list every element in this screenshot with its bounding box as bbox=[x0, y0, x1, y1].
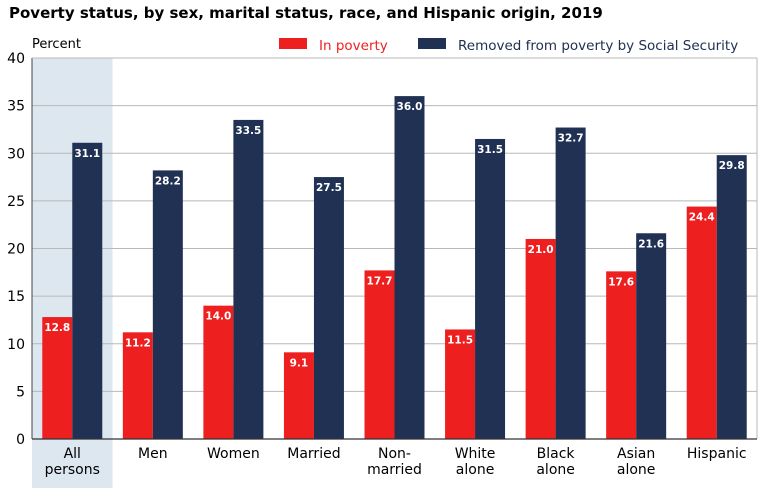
x-category-label: Non-married bbox=[367, 446, 422, 478]
bar-removed-from-poverty bbox=[555, 127, 586, 439]
y-tick-label: 35 bbox=[7, 99, 25, 115]
data-label: 31.1 bbox=[74, 148, 100, 160]
x-category-label: Asian alone bbox=[617, 446, 656, 478]
bar-in-poverty bbox=[686, 206, 717, 439]
y-tick-label: 25 bbox=[7, 194, 25, 210]
data-label: 17.6 bbox=[608, 276, 634, 288]
data-label: 36.0 bbox=[397, 101, 423, 113]
bar-removed-from-poverty bbox=[716, 155, 747, 439]
y-tick-label: 30 bbox=[7, 146, 25, 162]
data-label: 9.1 bbox=[290, 357, 309, 369]
data-label: 28.2 bbox=[155, 175, 181, 187]
bar-removed-from-poverty bbox=[394, 96, 425, 439]
legend-swatch bbox=[279, 38, 307, 49]
bar-removed-from-poverty bbox=[233, 119, 264, 439]
x-category-label: Women bbox=[207, 446, 260, 462]
legend-swatch bbox=[418, 38, 446, 49]
data-label: 27.5 bbox=[316, 182, 342, 194]
axes bbox=[31, 57, 758, 440]
chart-title: Poverty status, by sex, marital status, … bbox=[9, 4, 603, 22]
y-tick-label: 20 bbox=[7, 242, 25, 258]
bars bbox=[42, 96, 747, 439]
data-label: 11.2 bbox=[125, 337, 151, 349]
bar-in-poverty bbox=[122, 332, 153, 439]
bar-in-poverty bbox=[364, 270, 395, 439]
x-category-label: All persons bbox=[45, 446, 100, 478]
bar-in-poverty bbox=[445, 329, 476, 439]
x-category-label: White alone bbox=[455, 446, 496, 478]
data-label: 11.5 bbox=[447, 334, 473, 346]
legend-label: In poverty bbox=[319, 38, 388, 54]
data-labels: 12.8 31.1 11.2 28.2 14.0 33.5 9.1 27.5 17.7 36.0 1… bbox=[44, 101, 744, 369]
y-tick-label: 40 bbox=[7, 51, 25, 67]
x-category-labels: All persons Men Women Married Non-married Whit… bbox=[45, 446, 747, 478]
data-label: 32.7 bbox=[558, 133, 584, 145]
bar-in-poverty bbox=[606, 271, 637, 439]
data-label: 29.8 bbox=[719, 160, 745, 172]
bar-in-poverty bbox=[42, 317, 73, 439]
data-label: 33.5 bbox=[235, 125, 261, 137]
y-tick-labels: 0 5 10 15 20 25 30 35 40 bbox=[7, 51, 25, 448]
bar-removed-from-poverty bbox=[636, 233, 667, 439]
y-tick-label: 15 bbox=[7, 289, 25, 305]
data-label: 17.7 bbox=[367, 275, 393, 287]
data-label: 21.6 bbox=[638, 238, 664, 250]
bar-in-poverty bbox=[525, 238, 556, 439]
x-category-label: Married bbox=[287, 446, 340, 462]
x-category-label: Men bbox=[138, 446, 168, 462]
x-category-label: Black alone bbox=[536, 446, 575, 478]
y-tick-label: 5 bbox=[16, 384, 25, 400]
data-label: 14.0 bbox=[205, 311, 231, 323]
bar-removed-from-poverty bbox=[152, 170, 183, 439]
data-label: 24.4 bbox=[689, 212, 715, 224]
bar-in-poverty bbox=[203, 305, 234, 439]
bar-in-poverty bbox=[283, 352, 314, 439]
y-tick-label: 10 bbox=[7, 337, 25, 353]
legend: In poverty Removed from poverty by Social… bbox=[279, 38, 738, 54]
y-axis-label: Percent bbox=[32, 37, 81, 52]
y-tick-label: 0 bbox=[16, 432, 25, 448]
bar-removed-from-poverty bbox=[313, 177, 344, 439]
bar-removed-from-poverty bbox=[475, 138, 506, 439]
data-label: 31.5 bbox=[477, 144, 503, 156]
data-label: 12.8 bbox=[44, 322, 70, 334]
x-category-label: Hispanic bbox=[687, 446, 747, 462]
bar-removed-from-poverty bbox=[72, 142, 103, 439]
legend-label: Removed from poverty by Social Security bbox=[458, 38, 738, 54]
data-label: 21.0 bbox=[528, 244, 554, 256]
